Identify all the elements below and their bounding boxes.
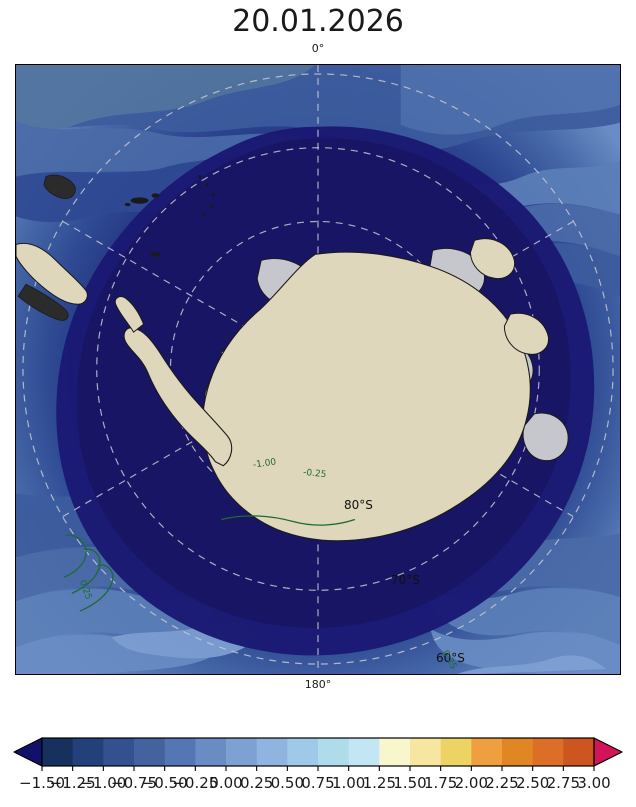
colorbar-segment bbox=[532, 738, 564, 766]
colorbar-segment bbox=[348, 738, 380, 766]
colorbar-segment bbox=[164, 738, 196, 766]
colorbar-tick-label: 1.25 bbox=[362, 774, 397, 792]
colorbar-segment bbox=[379, 738, 411, 766]
colorbar-tick-label: −1.25 bbox=[49, 774, 96, 792]
colorbar-segment bbox=[195, 738, 227, 766]
colorbar-segment bbox=[287, 738, 319, 766]
islands bbox=[124, 175, 215, 257]
colorbar-segment bbox=[410, 738, 442, 766]
colorbar-segment bbox=[42, 738, 74, 766]
colorbar-tick-label: 0.50 bbox=[270, 774, 305, 792]
green-contours bbox=[63, 515, 356, 612]
colorbar-tick-label: 2.50 bbox=[515, 774, 550, 792]
colorbar-tick-label: 2.25 bbox=[485, 774, 519, 792]
colorbar-over-arrow bbox=[593, 737, 623, 767]
colorbar-segment bbox=[103, 738, 135, 766]
latitude-label-70s: 70°S bbox=[391, 573, 420, 587]
colorbar-segment bbox=[256, 738, 288, 766]
colorbar-segment bbox=[440, 738, 472, 766]
colorbar-tick-label: 2.00 bbox=[454, 774, 489, 792]
colorbar-segment bbox=[471, 738, 503, 766]
colorbar-segment bbox=[72, 738, 104, 766]
colorbar-tick-label: −0.25 bbox=[172, 774, 219, 792]
colorbar-segment bbox=[226, 738, 258, 766]
longitude-label-0: 0° bbox=[311, 42, 325, 55]
colorbar-tick-labels: −1.50 −1.25 −1.00 −0.75 −0.50 −0.25 0.00 0.25 0.… bbox=[0, 774, 636, 804]
colorbar-tick-label: 0.00 bbox=[209, 774, 243, 792]
colorbar-tick-label: −0.75 bbox=[111, 774, 157, 792]
map-axes[interactable]: 80°S 70°S 60°S 50°S -1.00-0.250.250.25 bbox=[15, 64, 621, 675]
map-canvas bbox=[16, 65, 620, 674]
colorbar-segment bbox=[318, 738, 350, 766]
south-america-tip bbox=[16, 174, 88, 321]
latitude-label-80s: 80°S bbox=[344, 498, 373, 512]
colorbar-tick-label: 0.25 bbox=[239, 774, 274, 792]
colorbar-segment bbox=[502, 738, 534, 766]
colorbar-tick-label: 1.50 bbox=[393, 774, 427, 792]
latitude-label-60s: 60°S bbox=[436, 651, 465, 665]
longitude-label-180: 180° bbox=[304, 678, 332, 691]
colorbar-tick-label: −1.50 bbox=[19, 774, 65, 792]
colorbar-tick-label: 3.00 bbox=[577, 774, 611, 792]
colorbar[interactable]: −1.50 −1.25 −1.00 −0.75 −0.50 −0.25 0.00 0.25 0.… bbox=[0, 726, 636, 807]
colorbar-tick-label: 0.75 bbox=[301, 774, 335, 792]
colorbar-tick-label: −0.50 bbox=[141, 774, 188, 792]
colorbar-svg bbox=[13, 737, 623, 771]
colorbar-segment bbox=[563, 738, 595, 766]
map-svg bbox=[16, 65, 620, 674]
colorbar-tick-label: −1.00 bbox=[80, 774, 127, 792]
colorbar-tick-label: 1.75 bbox=[423, 774, 458, 792]
colorbar-under-arrow bbox=[13, 737, 43, 767]
colorbar-tick-label: 1.00 bbox=[331, 774, 366, 792]
antarctica-landmass bbox=[114, 238, 549, 542]
page-title: 20.01.2026 bbox=[232, 4, 404, 39]
colorbar-segment bbox=[134, 738, 166, 766]
colorbar-tick-label: 2.75 bbox=[546, 774, 581, 792]
